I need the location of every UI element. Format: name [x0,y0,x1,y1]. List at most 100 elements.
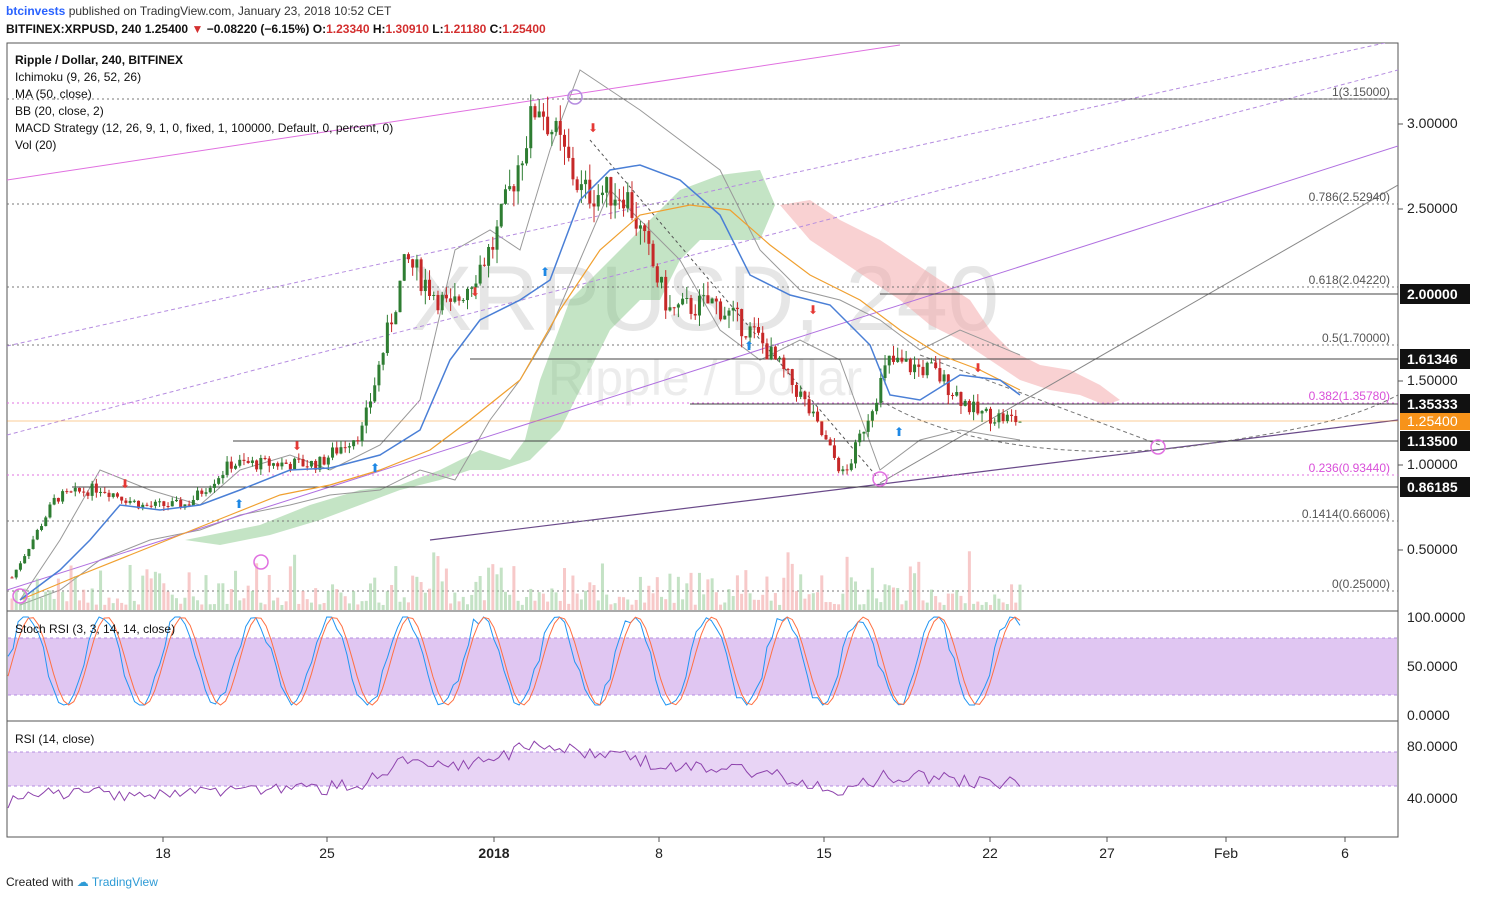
publish-info: btcinvests published on TradingView.com,… [6,4,391,18]
candle-body [824,435,828,440]
candle-body [719,301,723,320]
candle-body [52,497,56,505]
price-level-tag-label: 1.13500 [1407,433,1458,449]
volume-bar [605,594,609,610]
candle-body [267,458,271,466]
candle-body [681,298,685,305]
candle-body [626,192,630,209]
candle-body [491,246,495,250]
candle-body [474,283,478,288]
volume-bar [896,587,900,610]
candle-body [512,186,516,192]
volume-bar [234,570,238,610]
candle-body [676,304,680,308]
volume-bar [339,592,343,610]
legend-entry[interactable]: MACD Strategy (12, 26, 9, 1, 0, fixed, 1… [15,121,393,135]
volume-bar [293,554,297,610]
candle-body [761,332,765,344]
candle-body [44,517,48,527]
candle-body [630,192,634,218]
candles [10,94,1022,580]
legend-entry[interactable]: Ripple / Dollar, 240, BITFINEX [15,53,183,67]
candle-body [35,529,39,540]
candle-body [778,357,782,360]
candle-body [18,563,22,570]
down-arrow-icon: ▼ [191,22,204,36]
candle-body [309,460,313,467]
legend-entry[interactable]: BB (20, close, 2) [15,104,104,118]
volume-bar [1010,584,1014,610]
volume-bar [487,567,491,610]
svg-text:⬇: ⬇ [292,439,302,453]
signal-arrows: ⬇ ⬇ ⬇ ⬇ ⬇ ⬇ ⬆ ⬆ ⬆ ⬆ ⬆ [120,121,983,511]
price-axis[interactable]: 3.00000 2.50000 1.50000 1.00000 0.50000 2.000… [1398,115,1470,557]
current-price-tag-label: 1.25400 [1407,413,1458,429]
candle-body [904,359,908,362]
candle-body [128,500,132,503]
candle-body [782,357,786,370]
candle-body [841,469,845,472]
volume-bar [550,588,554,610]
volume-bar [478,575,482,610]
volume-bar [238,600,242,610]
volume-bar [668,573,672,610]
candle-body [457,296,461,301]
volume-bar [229,589,233,610]
volume-bar [647,585,651,610]
legend-entry[interactable]: Ichimoku (9, 26, 52, 26) [15,70,141,84]
price-level-tag [1400,477,1470,497]
candle-body [765,343,769,360]
volume-bar [183,597,187,610]
candle-body [972,401,976,413]
volume-bar [158,573,162,610]
open-label: O: [312,22,327,36]
candle-body [731,307,735,311]
candle-body [255,460,259,470]
volume-bar [828,602,832,610]
candle-body [697,295,701,316]
candle-body [660,276,664,283]
tradingview-link[interactable]: TradingView [91,875,158,889]
candle-body [820,421,824,436]
volume-bar [584,590,588,610]
candle-body [276,463,280,467]
volume-bar [170,594,174,610]
y-tick-label: 3.00000 [1407,115,1458,131]
volume-bar [790,563,794,610]
candle-body [706,295,710,304]
volume-bar [773,593,777,610]
volume-bar [259,602,263,610]
volume-bar [482,600,486,610]
volume-bar [141,575,145,610]
legend-entry[interactable]: Vol (20) [15,138,56,152]
legend-entry[interactable]: MA (50, close) [15,87,92,101]
candle-body [107,492,111,497]
candle-body [748,326,752,338]
volume-bar [824,602,828,610]
time-axis[interactable]: 18 25 2018 8 15 22 27 Feb 6 [155,837,1349,861]
rsi-line [7,740,1021,809]
ichimoku-cloud-bear [780,200,1120,405]
rising-trendline [879,184,1398,484]
volume-bar [280,604,284,610]
candle-body [752,326,756,328]
stoch-d-line [7,616,1021,706]
candle-body [322,456,326,465]
volume-bar [1005,604,1009,610]
candle-body [221,474,225,479]
volume-bar [508,594,512,610]
x-tick-label: Feb [1214,845,1238,861]
volume-bar [723,602,727,610]
price-change: −0.08220 (−6.15%) [206,22,310,36]
author-link[interactable]: btcinvests [6,4,66,18]
volume-bar [1018,584,1022,610]
candle-body [702,295,706,297]
candle-body [191,499,195,506]
price-level-tag-label: 1.35333 [1407,396,1458,412]
volume-bar [533,600,537,610]
volume-bar [693,604,697,610]
volume-bar [613,603,617,610]
volume-bar [322,602,326,610]
candle-body [331,447,335,458]
